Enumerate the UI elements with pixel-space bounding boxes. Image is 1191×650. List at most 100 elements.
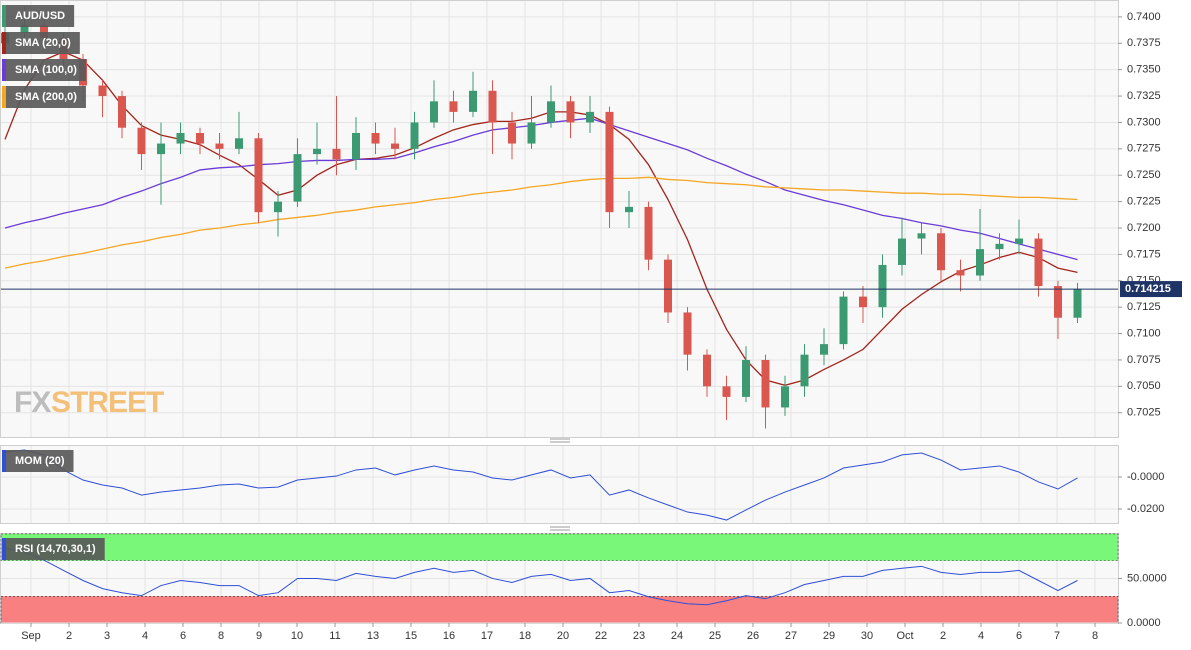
candle-body [898,238,906,265]
x-tick-label: 3 [104,630,110,642]
sma-line [4,117,1078,261]
candle-body [332,148,341,160]
y-tick-label: 0.7075 [1127,354,1161,366]
candle-body [995,243,1004,250]
x-tick-label: 6 [180,630,186,642]
x-tick-label: 18 [519,630,531,642]
y-tick-label: 0.0000 [1127,617,1161,629]
legend-swatch [2,450,6,472]
sma-line [4,176,1078,269]
y-tick-label: 0.7300 [1127,116,1161,128]
candle-body [391,143,399,149]
candle-body [118,96,126,128]
candle-body [1034,238,1043,287]
watermark: STREET [51,386,164,419]
y-tick-label: 0.7275 [1127,143,1161,155]
candle-body [644,206,653,260]
x-tick-label: 26 [747,630,759,642]
candle-body [293,154,302,202]
legend-box [2,5,75,27]
y-tick-label: 0.7200 [1127,222,1161,234]
legend-label: AUD/USD [15,10,65,22]
candle-body [98,85,107,97]
y-tick-label: 0.7125 [1127,301,1161,313]
candle-body [839,296,848,345]
legend-box [2,32,80,54]
candle-body [566,101,575,123]
candle-body [430,101,438,123]
y-tick-label: 0.7375 [1127,37,1161,49]
x-tick-label: 30 [861,630,873,642]
candle-body [371,133,380,144]
y-tick-label: 0.7175 [1127,248,1161,260]
y-tick-label: -0.0200 [1127,503,1164,515]
candle-body [176,133,185,144]
indicator-line [4,547,1078,606]
x-tick-label: 8 [218,630,224,642]
candle-body [781,386,789,408]
candle-body [196,133,204,144]
candle-body [976,249,984,276]
y-tick-label: 0.7100 [1127,327,1161,339]
legend-label: MOM (20) [15,455,65,467]
indicator-line [4,449,1078,521]
panel-handles [550,438,570,531]
x-tick-label: Sep [21,630,41,642]
legend-label: SMA (100,0) [15,64,77,76]
panel [0,445,1119,524]
candle-body [956,270,965,276]
y-tick-label: 0.7050 [1127,380,1161,392]
y-tick-label: 50.0000 [1127,572,1167,584]
legend-swatch [2,5,6,27]
x-tick-label: 25 [709,630,721,642]
x-tick-label: 23 [633,630,645,642]
candle-body [313,148,321,155]
last-price-label: 0.714215 [1125,283,1171,295]
legend-swatch [2,32,6,54]
legend-box [2,450,74,472]
x-tick-label: 2 [940,630,946,642]
x-tick-label: 20 [557,630,569,642]
candle-body [878,264,887,308]
legend-box [2,59,86,81]
candle-body [449,101,458,112]
candle-body [157,143,165,155]
candle-body [254,138,263,213]
y-tick-label: 0.7350 [1127,64,1161,76]
y-tick-label: 0.7325 [1127,90,1161,102]
candle-body [859,296,867,308]
candle-body [625,206,633,213]
y-tick-label: 0.7250 [1127,169,1161,181]
candle-body [235,138,243,149]
x-tick-label: 9 [256,630,262,642]
candle-body [137,127,146,155]
candle-body [722,386,731,397]
legend-swatch [2,538,6,560]
legend-box [2,86,86,108]
x-tick-label: 22 [595,630,607,642]
y-tick-label: 0.7225 [1127,196,1161,208]
candle-body [605,111,614,213]
candle-body [937,233,945,271]
candle-body [20,25,29,33]
candle-body [742,359,750,397]
candle-body [215,143,224,149]
last-price-box [1120,281,1182,298]
candle-body [527,122,536,144]
candle-body [820,344,828,355]
x-tick-label: 7 [1054,630,1060,642]
legend-box [2,538,105,560]
y-tick-label: -0.0000 [1127,471,1164,483]
x-tick-label: 2 [66,630,72,642]
candle-body [508,122,516,144]
x-tick-label: 24 [671,630,683,642]
x-tick-label: 11 [329,630,340,642]
x-tick-label: Oct [896,630,913,642]
candle-body [488,90,497,123]
candle-body [586,111,594,123]
band [0,595,1119,624]
x-tick-label: 13 [367,630,379,642]
candle-body [683,312,692,355]
candle-body [664,259,672,313]
